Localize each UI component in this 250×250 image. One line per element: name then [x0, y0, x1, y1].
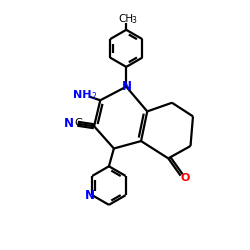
Text: CH: CH: [118, 14, 133, 24]
Text: N: N: [85, 189, 95, 202]
Text: C: C: [75, 118, 82, 128]
Text: 3: 3: [132, 16, 136, 26]
Text: N: N: [122, 80, 132, 93]
Text: NH: NH: [73, 90, 92, 100]
Text: N: N: [64, 117, 74, 130]
Text: O: O: [180, 173, 190, 183]
Text: 2: 2: [92, 92, 96, 101]
